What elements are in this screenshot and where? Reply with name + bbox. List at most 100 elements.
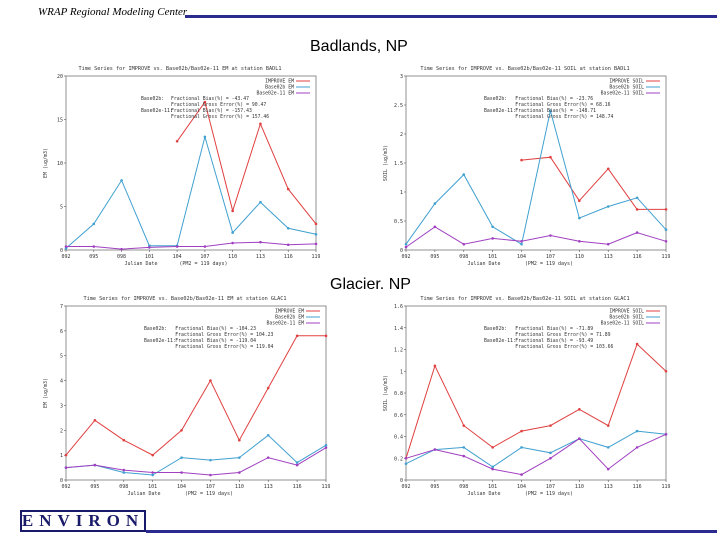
x-tick-label: 110 xyxy=(575,484,584,490)
y-tick-label: 0.8 xyxy=(394,391,403,397)
x-tick-label: 104 xyxy=(517,484,526,490)
y-tick-label: 1 xyxy=(60,453,63,459)
y-tick-label: 2 xyxy=(400,132,403,138)
x-tick-label: 113 xyxy=(264,484,273,490)
data-point xyxy=(64,245,68,248)
data-point xyxy=(635,196,639,200)
data-point xyxy=(151,453,154,457)
data-point xyxy=(664,228,668,231)
chart-footer: (PM2 = 119 days) xyxy=(525,491,573,497)
y-axis-label: EM (ug/m3) xyxy=(43,378,49,408)
data-point xyxy=(92,222,96,226)
x-tick-label: 104 xyxy=(517,254,526,260)
data-point xyxy=(266,386,270,390)
data-point xyxy=(203,100,207,104)
data-point xyxy=(520,429,523,433)
y-tick-label: 5 xyxy=(60,205,63,211)
y-tick-label: 0 xyxy=(60,248,63,254)
data-point xyxy=(433,448,437,451)
x-tick-label: 104 xyxy=(177,484,186,490)
data-point xyxy=(664,240,668,243)
x-tick-label: 101 xyxy=(488,254,497,260)
y-tick-label: 20 xyxy=(57,74,63,80)
x-tick-label: 101 xyxy=(145,254,154,260)
x-tick-label: 098 xyxy=(459,484,468,490)
y-tick-label: 10 xyxy=(57,161,63,167)
series-line-0 xyxy=(65,335,326,456)
stats-text: Fractional Gross Error(%) = 148.74 xyxy=(515,114,613,120)
y-tick-label: 1.2 xyxy=(394,348,403,354)
x-axis-label: Julian Date xyxy=(127,491,160,497)
y-tick-label: 6 xyxy=(60,329,63,335)
data-point xyxy=(549,155,552,159)
legend-label: IMPROVE EM xyxy=(275,309,304,315)
y-tick-label: 3 xyxy=(400,74,403,80)
environ-logo: ENVIRON xyxy=(20,510,146,532)
data-point xyxy=(148,246,151,249)
y-tick-label: 3 xyxy=(60,403,63,409)
data-point xyxy=(209,473,212,477)
series-line-0 xyxy=(405,343,667,459)
data-point xyxy=(203,245,207,248)
data-point xyxy=(664,208,668,211)
data-point xyxy=(64,453,68,457)
data-point xyxy=(549,109,552,113)
series-line-1 xyxy=(65,135,317,249)
data-point xyxy=(520,158,523,162)
data-point xyxy=(120,247,123,251)
x-tick-label: 098 xyxy=(459,254,468,260)
y-tick-label: 1.4 xyxy=(394,326,403,332)
data-point xyxy=(578,199,581,202)
x-tick-label: 116 xyxy=(293,484,302,490)
data-point xyxy=(433,202,437,205)
plot-frame xyxy=(405,305,667,481)
stats-text: Fractional Gross Error(%) = 103.66 xyxy=(515,344,613,350)
legend-label: IMPROVE SOIL xyxy=(609,309,644,315)
data-point xyxy=(635,446,639,449)
legend-label: Base02e-11 EM xyxy=(266,321,304,327)
y-axis-label: SOIL (ug/m3) xyxy=(383,145,389,181)
chart-title: Time Series for IMPROVE vs. Base02b/Bas0… xyxy=(420,296,629,302)
x-tick-label: 098 xyxy=(119,484,128,490)
y-tick-label: 2 xyxy=(60,428,63,434)
data-point xyxy=(549,456,552,460)
stats-text: Fractional Bias(%) = -119.04 xyxy=(175,338,256,344)
x-tick-label: 110 xyxy=(575,254,584,260)
data-point xyxy=(122,438,126,442)
x-tick-label: 116 xyxy=(633,484,642,490)
data-point xyxy=(266,433,270,437)
data-point xyxy=(520,473,523,476)
y-tick-label: 7 xyxy=(60,304,63,310)
plot-frame xyxy=(405,75,667,251)
y-tick-label: 0.4 xyxy=(394,435,403,441)
chart-footer: (PM2 = 119 days) xyxy=(185,491,233,497)
plot-frame xyxy=(65,75,317,251)
y-tick-label: 0.2 xyxy=(394,456,403,462)
x-tick-label: 098 xyxy=(117,254,126,260)
data-point xyxy=(606,446,610,449)
y-tick-label: 0 xyxy=(60,478,63,484)
legend-label: Base02e-11 SOIL xyxy=(601,91,644,97)
y-tick-label: 5 xyxy=(60,354,63,360)
chart-footer: (PM2 = 119 days) xyxy=(179,261,227,267)
data-point xyxy=(549,451,552,455)
stats-label: Base02e-11: xyxy=(144,338,176,344)
legend-label: Base02b SOIL xyxy=(609,85,644,91)
legend-label: IMPROVE EM xyxy=(265,79,294,85)
stats-text: Fractional Bias(%) = -23.76 xyxy=(515,96,593,102)
site-title-badlands: Badlands, NP xyxy=(310,38,408,55)
data-point xyxy=(635,429,639,433)
data-point xyxy=(404,456,408,460)
x-tick-label: 116 xyxy=(633,254,642,260)
stats-label: Base02b: xyxy=(141,96,164,102)
data-point xyxy=(286,226,290,230)
y-tick-label: 1.6 xyxy=(394,304,403,310)
x-tick-label: 095 xyxy=(90,484,99,490)
data-point xyxy=(259,200,262,204)
data-point xyxy=(286,243,290,247)
data-point xyxy=(578,240,581,243)
chart-title: Time Series for IMPROVE vs. Base02b/Bas0… xyxy=(78,66,281,72)
stats-label: Base02e-11: xyxy=(484,108,516,114)
data-point xyxy=(209,458,212,462)
data-point xyxy=(491,225,494,229)
